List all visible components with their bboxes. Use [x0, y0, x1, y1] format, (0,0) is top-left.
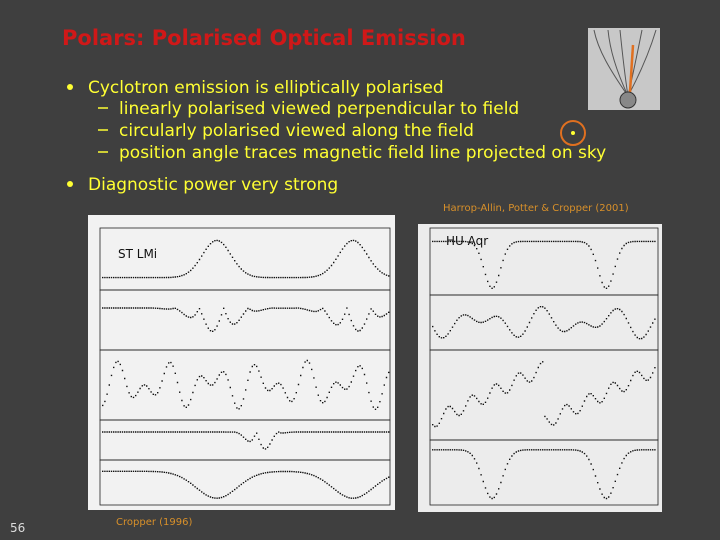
plot-points: [102, 431, 390, 450]
sub-bullet-text: circularly polarised viewed along the fi…: [119, 121, 474, 141]
page-number: 56: [10, 521, 25, 535]
figure-label: HU Aqr: [446, 234, 488, 248]
plot-frame: [99, 459, 391, 506]
plot-points: [432, 361, 656, 428]
figure-right: [418, 224, 662, 512]
plot-points: [102, 470, 390, 499]
bullet-marker: [67, 84, 73, 90]
bullet-text: Cyclotron emission is elliptically polar…: [88, 78, 444, 98]
figure-plots: [99, 227, 659, 506]
figure-label: ST LMi: [118, 247, 157, 261]
bullet-text: Diagnostic power very strong: [88, 175, 338, 195]
plot-points: [102, 239, 390, 279]
plot-points: [432, 449, 656, 500]
star: [619, 91, 637, 109]
field-icon: [588, 28, 660, 110]
slide-title: Polars: Polarised Optical Emission: [62, 26, 466, 50]
view-circle: [560, 120, 586, 146]
view-dot: [571, 131, 575, 135]
figure-caption: Cropper (1996): [116, 517, 192, 528]
sub-bullet-text: linearly polarised viewed perpendicular …: [119, 99, 519, 119]
figure-caption: Harrop-Allin, Potter & Cropper (2001): [443, 203, 629, 214]
plot-points: [432, 240, 656, 289]
sub-bullet-text: position angle traces magnetic field lin…: [119, 143, 606, 163]
plot-frame: [429, 439, 659, 506]
plot-points: [102, 359, 390, 410]
plot-points: [432, 306, 656, 340]
plot-points: [102, 307, 390, 332]
field-arrow: [628, 44, 635, 93]
figure-left: [88, 215, 395, 510]
bullet-marker: [67, 181, 73, 187]
field-lines: [593, 29, 657, 97]
